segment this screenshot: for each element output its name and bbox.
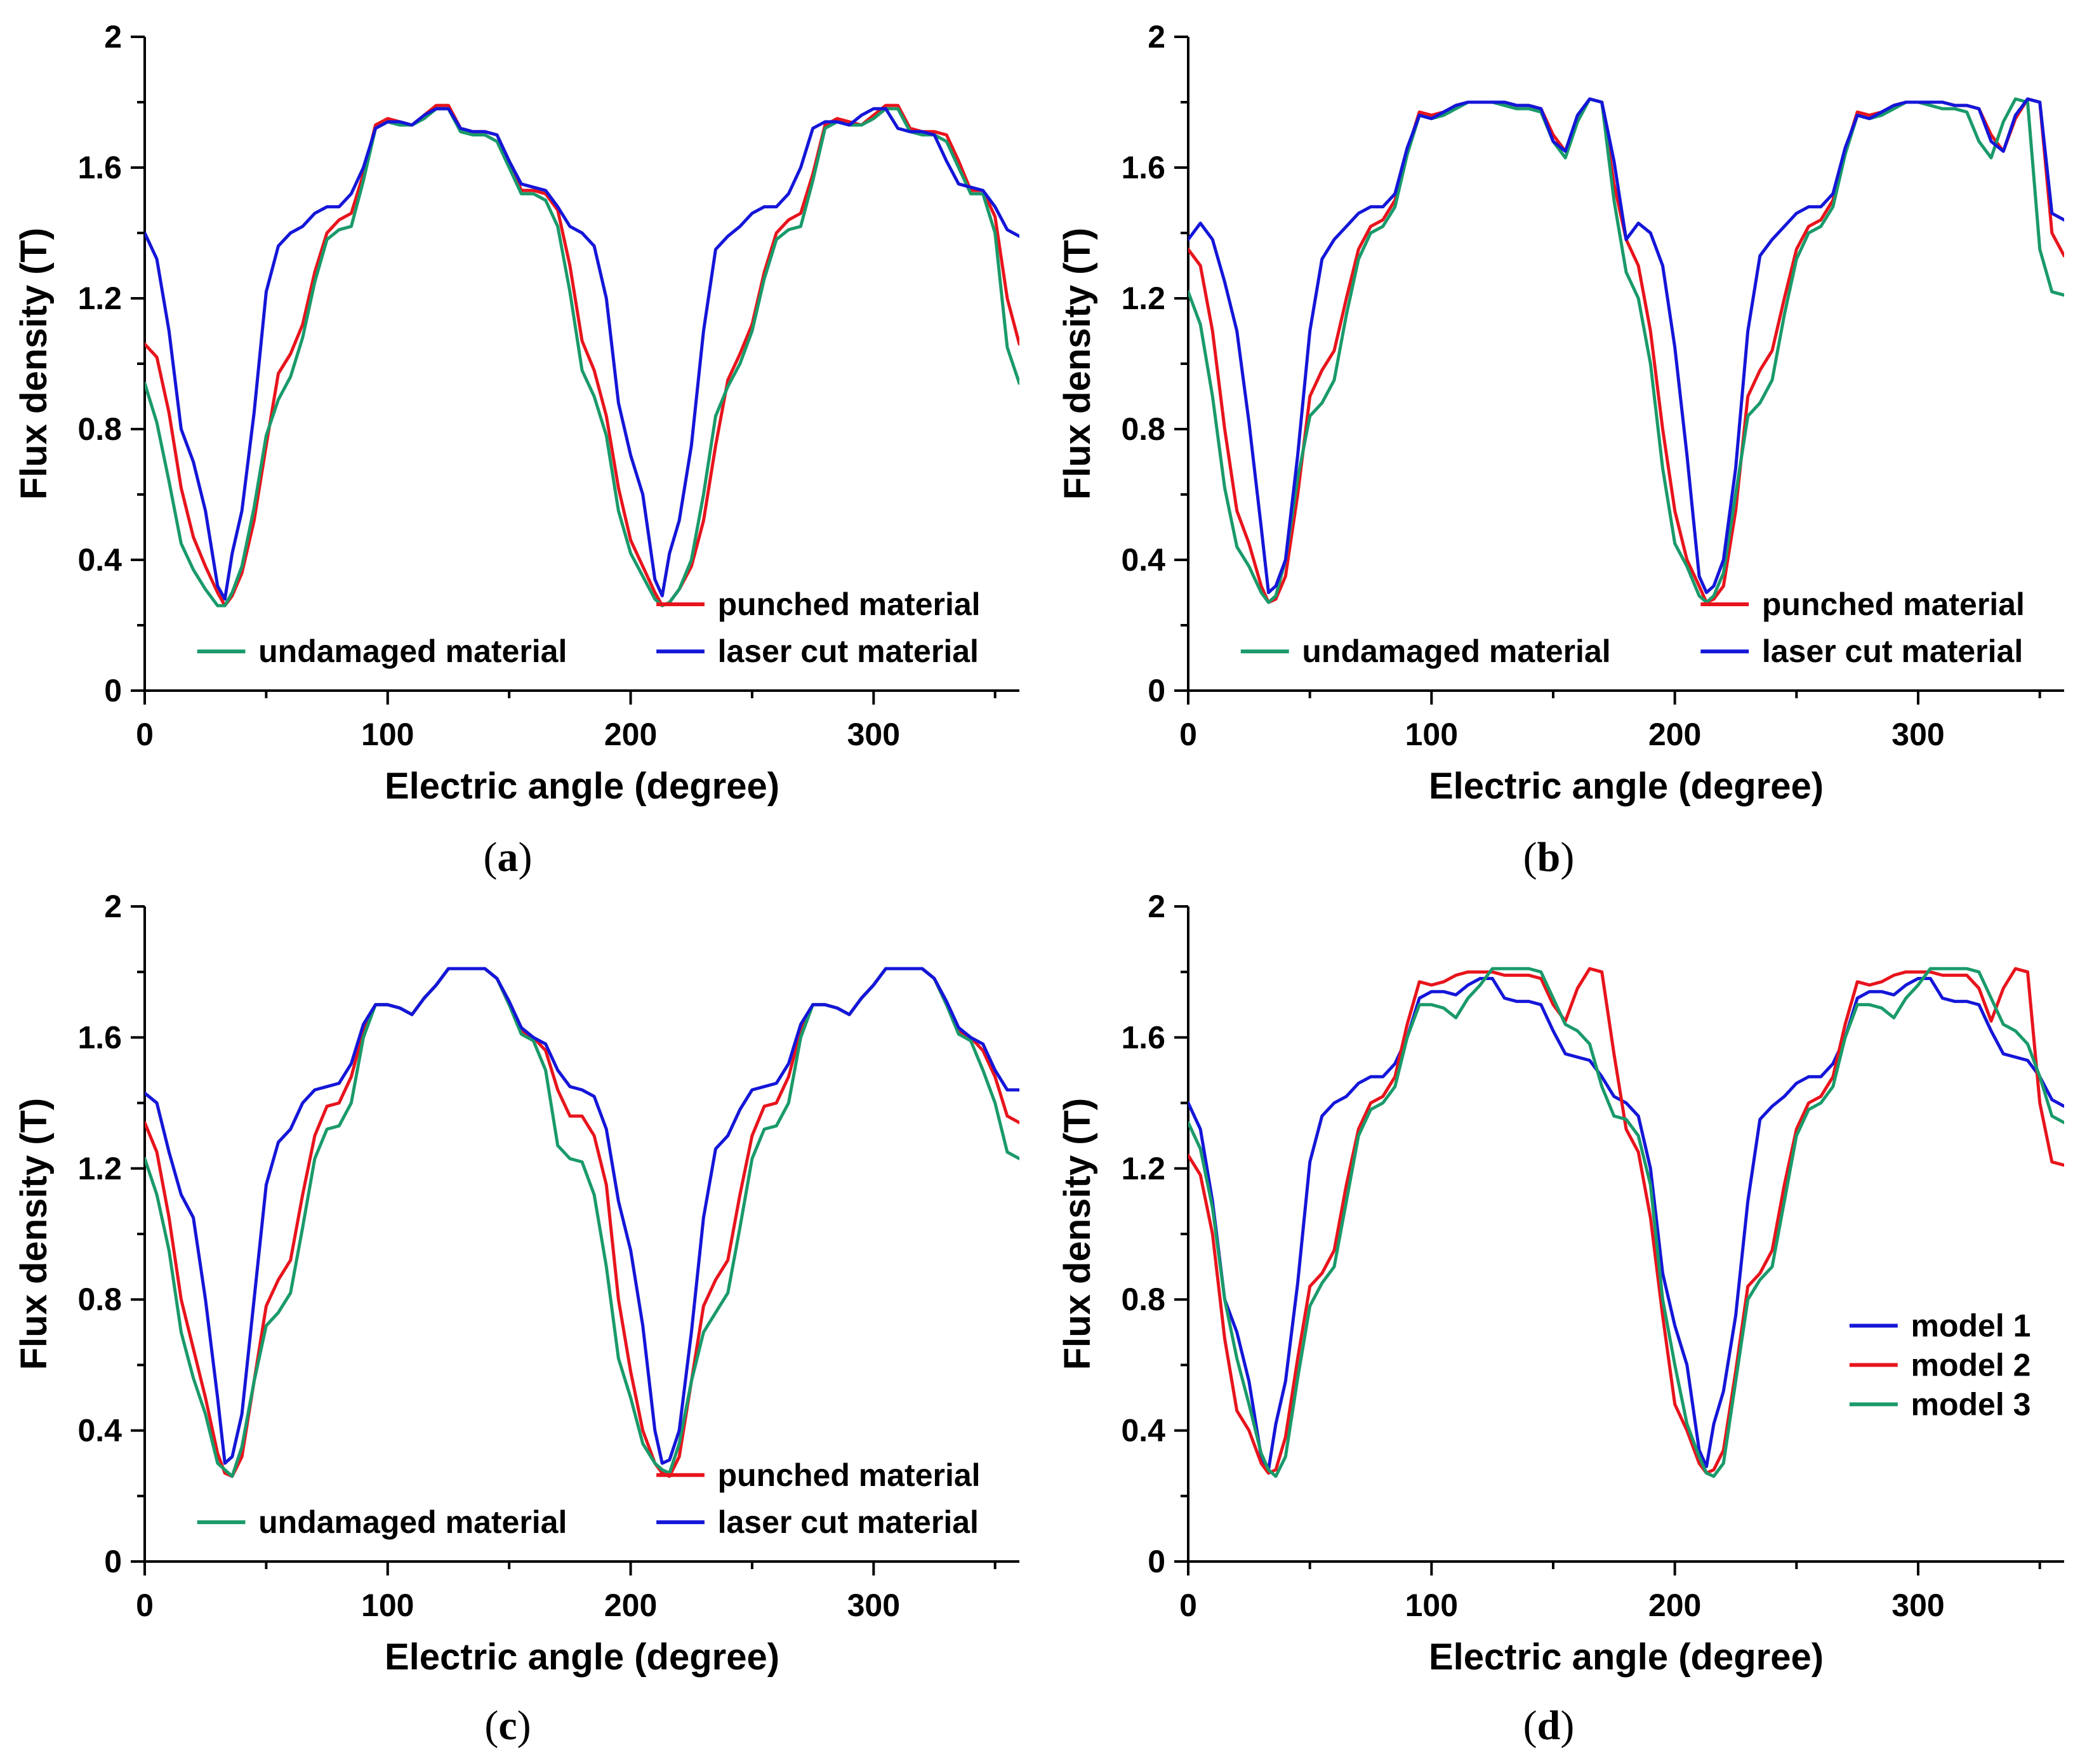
y-tick-label: 0 xyxy=(104,1544,122,1579)
x-tick-label: 0 xyxy=(136,1588,154,1623)
x-tick-label: 300 xyxy=(1891,717,1944,752)
x-tick-label: 200 xyxy=(1648,717,1701,752)
y-tick-label: 0 xyxy=(1148,1544,1165,1579)
legend-label-laser-cut-material: laser cut material xyxy=(1762,633,2023,669)
y-tick-label: 0.8 xyxy=(77,1282,122,1317)
y-axis-title: Flux density (T) xyxy=(13,1098,55,1370)
series-line-undamaged-material xyxy=(1188,97,2064,604)
series-line-undamaged-material xyxy=(145,107,1019,607)
legend-label-punched-material: punched material xyxy=(718,587,981,622)
x-tick-label: 300 xyxy=(1891,1588,1944,1623)
y-tick-label: 0.4 xyxy=(77,1413,122,1449)
x-axis-title: Electric angle (degree) xyxy=(1429,1636,1824,1678)
legend: punched material laser cut material undama… xyxy=(197,587,981,669)
x-axis-title: Electric angle (degree) xyxy=(385,1636,779,1678)
legend-label-undamaged-material: undamaged material xyxy=(258,1504,567,1540)
y-tick-label: 0.4 xyxy=(1121,542,1165,578)
y-axis-title: Flux density (T) xyxy=(13,228,55,500)
y-tick-label: 1.2 xyxy=(77,281,122,316)
y-tick-label: 0 xyxy=(104,673,122,708)
panel-label-b: (b) xyxy=(1523,834,1575,880)
series-line-undamaged-material xyxy=(145,967,1019,1478)
series-line-laser-cut-material xyxy=(145,967,1019,1465)
y-axis-title: Flux density (T) xyxy=(1057,1098,1098,1370)
series-line-laser-cut-material xyxy=(1188,97,2064,594)
legend-label-punched-material: punched material xyxy=(718,1457,981,1493)
y-tick-label: 0.8 xyxy=(1121,1282,1165,1317)
panel-label-c: (c) xyxy=(484,1702,531,1749)
y-tick-label: 1.6 xyxy=(1121,1019,1165,1055)
chart-panel-c: 0 0.4 0.8 1.2 1.6 2 0 100 200 300 Electric angle (… xyxy=(13,889,1019,1678)
x-tick-label: 0 xyxy=(136,717,154,752)
series-line-model-2 xyxy=(1188,967,2064,1475)
y-axis-title: Flux density (T) xyxy=(1057,228,1098,500)
legend-label-laser-cut-material: laser cut material xyxy=(718,1504,979,1540)
legend-label-model-2: model 2 xyxy=(1911,1347,2031,1383)
x-axis-title: Electric angle (degree) xyxy=(385,766,779,807)
y-tick-label: 0.8 xyxy=(1121,411,1165,447)
panel-label-d: (d) xyxy=(1523,1702,1575,1749)
x-tick-label: 200 xyxy=(1648,1588,1701,1623)
chart-panel-a: 0 0.4 0.8 1.2 1.6 2 0 100 200 300 Electric angle (… xyxy=(13,19,1019,807)
y-tick-label: 1.6 xyxy=(77,1019,122,1055)
y-tick-label: 2 xyxy=(1148,889,1165,924)
y-tick-label: 0.4 xyxy=(77,542,122,578)
series-line-punched-material xyxy=(1188,97,2064,604)
x-tick-label: 100 xyxy=(361,1588,414,1623)
y-tick-label: 1.6 xyxy=(1121,150,1165,185)
x-tick-label: 100 xyxy=(1405,1588,1458,1623)
series-line-model-1 xyxy=(1188,977,2064,1471)
legend-label-punched-material: punched material xyxy=(1762,587,2025,622)
x-tick-label: 0 xyxy=(1179,717,1197,752)
y-tick-label: 2 xyxy=(104,19,122,55)
y-tick-label: 2 xyxy=(104,889,122,924)
x-tick-label: 0 xyxy=(1179,1588,1197,1623)
y-tick-label: 1.2 xyxy=(1121,281,1165,316)
y-tick-label: 2 xyxy=(1148,19,1165,55)
series-line-punched-material xyxy=(145,103,1019,607)
y-tick-label: 1.2 xyxy=(77,1151,122,1186)
panel-label-a: (a) xyxy=(484,834,533,880)
x-tick-label: 100 xyxy=(1405,717,1458,752)
y-tick-label: 1.2 xyxy=(1121,1151,1165,1186)
series-line-model-3 xyxy=(1188,967,2064,1478)
legend-label-undamaged-material: undamaged material xyxy=(1302,633,1610,669)
legend: punched material laser cut material undama… xyxy=(197,1457,981,1540)
y-tick-label: 1.6 xyxy=(77,150,122,185)
legend-label-model-3: model 3 xyxy=(1911,1386,2031,1422)
x-tick-label: 300 xyxy=(847,717,900,752)
series-line-laser-cut-material xyxy=(145,107,1019,601)
legend-label-model-1: model 1 xyxy=(1911,1308,2031,1343)
x-tick-label: 300 xyxy=(847,1588,900,1623)
x-tick-label: 200 xyxy=(604,717,657,752)
chart-panel-b: 0 0.4 0.8 1.2 1.6 2 0 100 200 300 Electric angle (… xyxy=(1057,19,2064,807)
y-tick-label: 0.4 xyxy=(1121,1413,1165,1449)
series-line-punched-material xyxy=(145,967,1019,1478)
y-tick-label: 0.8 xyxy=(77,411,122,447)
y-tick-label: 0 xyxy=(1148,673,1165,708)
legend-label-laser-cut-material: laser cut material xyxy=(718,633,979,669)
chart-panel-d: 0 0.4 0.8 1.2 1.6 2 0 100 200 300 Electric angle (… xyxy=(1057,889,2064,1678)
legend-label-undamaged-material: undamaged material xyxy=(258,633,567,669)
legend: punched material laser cut material undama… xyxy=(1240,587,2025,669)
x-tick-label: 200 xyxy=(604,1588,657,1623)
x-tick-label: 100 xyxy=(361,717,414,752)
x-axis-title: Electric angle (degree) xyxy=(1429,766,1824,807)
